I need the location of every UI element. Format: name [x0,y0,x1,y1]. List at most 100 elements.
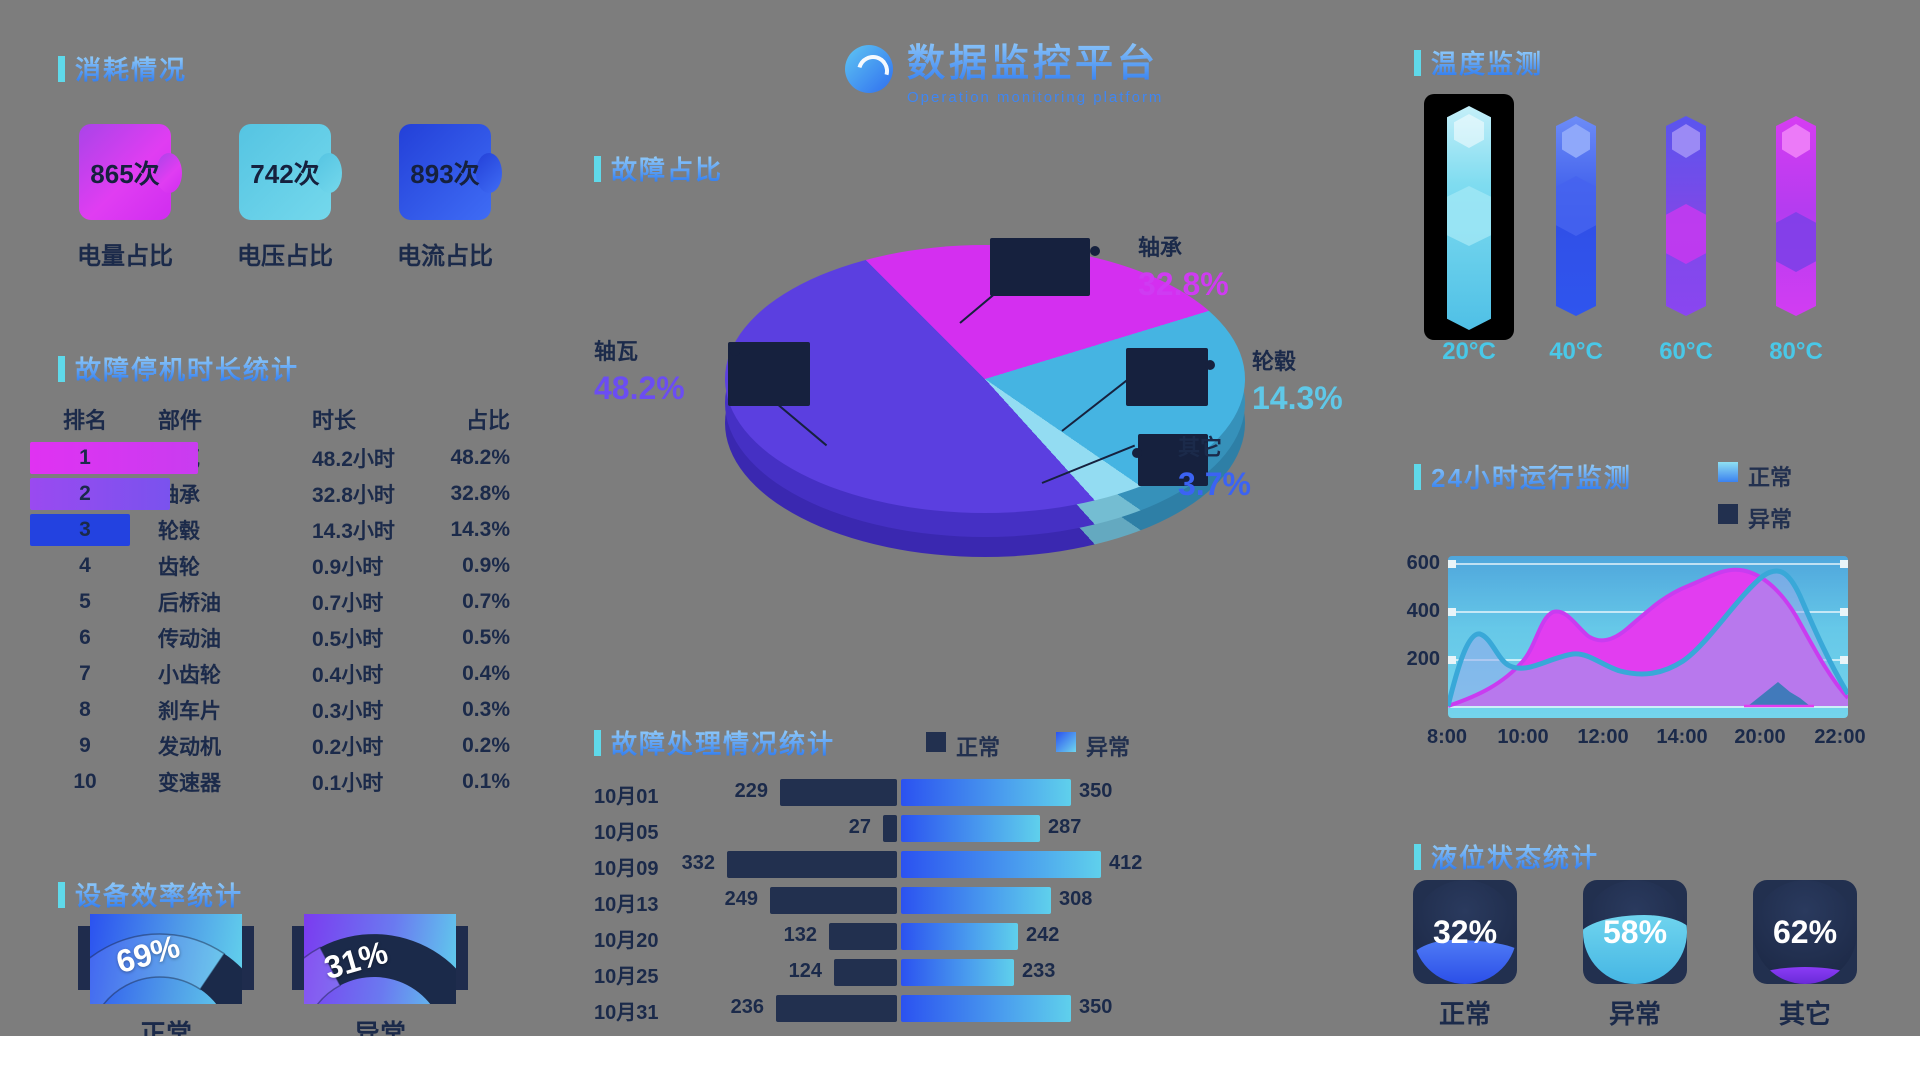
pie-label-value: 32.8% [1138,266,1229,302]
cell-hours: 0.2小时 [312,736,384,759]
temp-column-40[interactable] [1556,116,1596,316]
x-tick: 8:00 [1426,726,1468,748]
liquid-label: 其它 [1778,999,1831,1029]
normal-value: 332 [681,852,715,874]
abnormal-bar [901,779,1071,806]
x-tick: 12:00 [1577,726,1629,748]
liquid-fill [1753,967,1857,984]
cell-part: 刹车片 [158,700,221,723]
abnormal-value: 233 [1022,960,1056,982]
temp-column-60[interactable] [1666,116,1706,316]
legend-swatch-abnormal[interactable] [1718,504,1738,524]
abnormal-value: 308 [1059,888,1093,910]
trend-area-chart[interactable] [1448,556,1848,718]
row-date: 10月01 [594,786,659,808]
cell-hours: 0.5小时 [312,628,384,651]
legend-swatch-normal[interactable] [926,732,946,752]
normal-value: 27 [848,816,871,838]
section-tick [594,729,601,756]
stat-card-shape: 865次 [79,124,182,220]
pie-label-lungu: 轮毂 14.3% [1252,344,1343,417]
temp-column-20[interactable] [1447,106,1491,330]
liquid-value: 58% [1602,914,1668,950]
liquid-circle [1583,880,1687,984]
liquid-gauge-normal: 32% 正常 [1413,880,1517,1031]
table-row[interactable]: 2 轴承 32.8小时 32.8% [30,476,510,512]
section-temperature: 温度监测 [1414,44,1543,81]
liquid-fill [1413,940,1517,984]
legend-label-normal[interactable]: 正常 [1748,465,1793,490]
section-title: 故障占比 [611,150,723,187]
tornado-row[interactable]: 10月31 236 350 [594,994,1284,1024]
table-row[interactable]: 8 刹车片 0.3小时 0.3% [40,692,510,728]
gauge-face [304,914,456,1004]
stat-value: 865次 [90,158,160,189]
platform-logo-icon [845,45,893,93]
cell-hours: 48.2小时 [312,448,395,471]
normal-bar [834,959,897,986]
section-title: 消耗情况 [75,50,187,87]
row-date: 10月13 [594,894,659,916]
pie-callout-box [1138,434,1208,486]
liquid-value: 32% [1432,914,1498,950]
temp-column-80[interactable] [1776,116,1816,316]
fault-table: 排名 部件 时长 占比 1 轴瓦 48.2小时 48.2% 2 轴承 32.8小… [30,398,510,800]
x-tick: 20:00 [1734,726,1786,748]
cell-rank: 2 [79,482,91,505]
normal-value: 124 [788,960,822,982]
tornado-row[interactable]: 10月25 124 233 [594,958,1284,988]
legend-label-abnormal[interactable]: 异常 [1748,507,1793,532]
table-row[interactable]: 3 轮毂 14.3小时 14.3% [30,512,510,548]
table-row[interactable]: 6 传动油 0.5小时 0.5% [40,620,510,656]
legend-swatch-normal[interactable] [1718,462,1738,482]
liquid-circle [1753,880,1857,984]
tornado-row[interactable]: 10月13 249 308 [594,886,1284,916]
section-title: 设备效率统计 [75,876,243,913]
pie-label-zhoucheng: 轴承 32.8% [1138,230,1229,303]
row-date: 10月09 [594,858,659,880]
normal-bar [727,851,897,878]
cell-hours: 14.3小时 [312,520,395,543]
tornado-row[interactable]: 10月05 27 287 [594,814,1284,844]
normal-value: 236 [730,996,764,1018]
legend-label-normal[interactable]: 正常 [956,735,1001,760]
tornado-row[interactable]: 10月09 332 412 [594,850,1284,880]
abnormal-bar [901,815,1040,842]
table-row[interactable]: 7 小齿轮 0.4小时 0.4% [40,656,510,692]
normal-bar [883,815,897,842]
cell-pct: 0.9% [462,554,510,577]
section-title: 温度监测 [1431,44,1543,81]
temp-tick-80: 80°C [1769,338,1823,365]
normal-bar [770,887,897,914]
abnormal-value: 350 [1079,996,1113,1018]
abnormal-value: 287 [1048,816,1082,838]
section-efficiency: 设备效率统计 [58,876,243,913]
table-row[interactable]: 4 齿轮 0.9小时 0.9% [40,548,510,584]
stat-card-current: 893次 电流占比 [370,124,520,271]
section-fault-pie: 故障占比 [594,150,723,187]
cell-pct: 0.2% [462,734,510,757]
pie-label-name: 轴承 [1138,235,1183,260]
section-tick [1414,49,1421,76]
abnormal-value: 350 [1079,780,1113,802]
tornado-row[interactable]: 10月01 229 350 [594,778,1284,808]
cell-rank: 5 [79,590,91,613]
table-row[interactable]: 1 轴瓦 48.2小时 48.2% [30,440,510,476]
pie-label-zhouwa: 轴瓦 48.2% [594,334,685,407]
table-row[interactable]: 9 发动机 0.2小时 0.2% [40,728,510,764]
cell-pct: 0.3% [462,698,510,721]
section-tick [1414,463,1421,490]
abnormal-bar [901,923,1018,950]
pie-callout-dot [1090,246,1100,256]
legend-label-abnormal[interactable]: 异常 [1086,735,1131,760]
normal-value: 249 [724,888,758,910]
tornado-row[interactable]: 10月20 132 242 [594,922,1284,952]
legend-swatch-abnormal[interactable] [1056,732,1076,752]
cell-part: 后桥油 [158,592,221,615]
cell-part: 变速器 [158,772,221,795]
table-header-row: 排名 部件 时长 占比 [40,398,510,440]
table-row[interactable]: 10 变速器 0.1小时 0.1% [40,764,510,800]
table-row[interactable]: 5 后桥油 0.7小时 0.7% [40,584,510,620]
normal-value: 132 [783,924,817,946]
stat-cards: 865次 电量占比 742次 电压占比 893次 电流占比 [50,124,520,271]
